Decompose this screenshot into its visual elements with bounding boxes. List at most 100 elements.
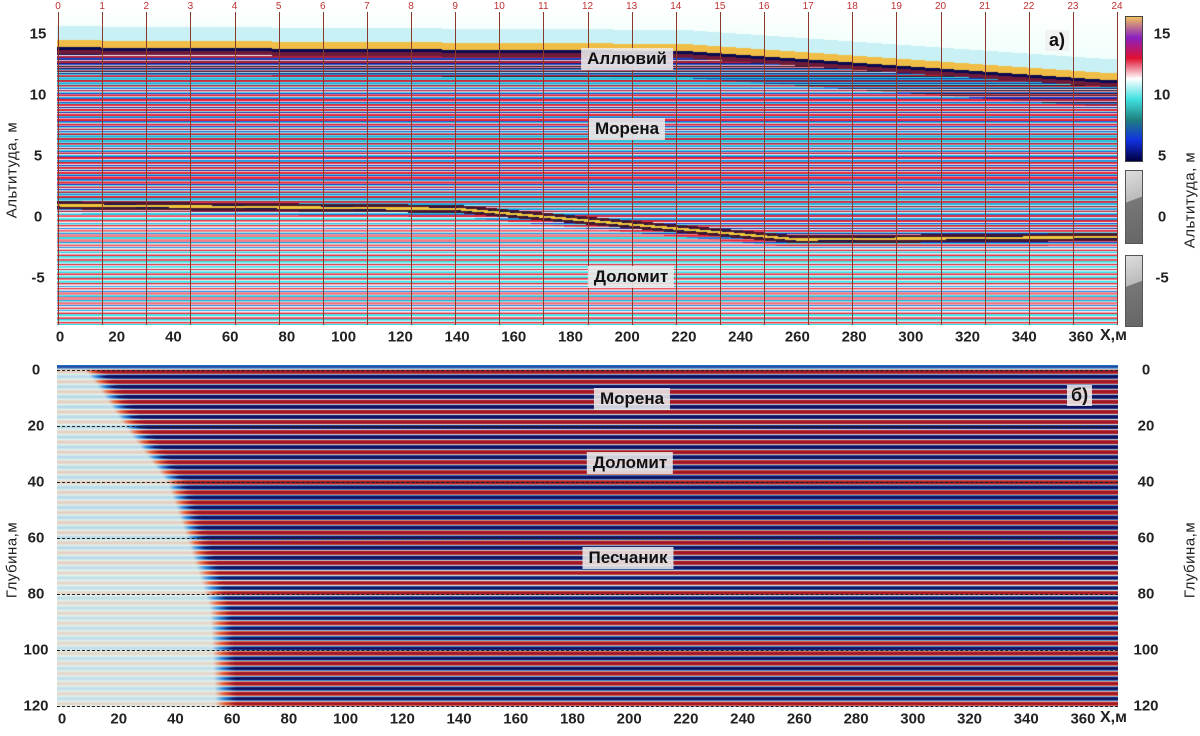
- marker-number: 19: [890, 1, 902, 12]
- marker-number: 0: [55, 1, 61, 12]
- x-tick-label-b: 80: [280, 710, 298, 728]
- marker-line: [190, 12, 192, 325]
- marker-line: [411, 12, 412, 325]
- x-tick-label-b: 280: [843, 710, 869, 728]
- marker-number: 11: [538, 1, 549, 12]
- marker-line: [719, 12, 721, 325]
- y-tick-label-b: 20: [27, 417, 45, 435]
- marker-number: 5: [275, 1, 282, 12]
- y-axis-label-a: Альтитуда, м: [3, 121, 21, 219]
- x-tick-label-a: 360: [1068, 328, 1094, 346]
- y-tick-label-a: 5: [33, 147, 43, 165]
- y-tick-label-right-b: 60: [1137, 529, 1155, 547]
- y-tick-label-b: 80: [27, 585, 45, 603]
- grid-line-b: [57, 482, 1118, 483]
- y-tick-label-right-b: 120: [1133, 697, 1159, 715]
- x-tick-label-a: 260: [784, 328, 810, 346]
- x-tick-label-b: 220: [673, 710, 699, 728]
- y-tick-label-right-b: 20: [1137, 417, 1155, 435]
- marker-number: 9: [452, 1, 458, 12]
- layer-label-dolomite-a: Доломит: [587, 266, 675, 288]
- radargram-b: [57, 365, 1118, 707]
- marker-line: [58, 12, 59, 325]
- marker-number: 14: [670, 1, 682, 12]
- x-tick-label-a: 40: [165, 328, 182, 346]
- x-tick-label-b: 60: [223, 710, 241, 728]
- grid-line-b: [57, 650, 1118, 651]
- colorbar: [1125, 16, 1143, 162]
- panel-tag-b: б): [1067, 385, 1093, 406]
- marker-line: [499, 12, 501, 325]
- y-tick-label-right-b: 100: [1133, 641, 1159, 659]
- grid-line-b: [57, 426, 1118, 427]
- x-tick-label-b: 340: [1013, 710, 1039, 728]
- marker-line: [631, 12, 633, 325]
- marker-line: [675, 12, 677, 325]
- grid-line-b: [57, 370, 1118, 371]
- x-tick-label-b: 100: [333, 710, 359, 728]
- y-tick-label-right-a: -5: [1155, 269, 1169, 287]
- marker-number: 20: [934, 1, 947, 12]
- x-tick-label-a: 80: [278, 328, 296, 346]
- marker-line: [1072, 12, 1074, 325]
- grid-line-b: [57, 538, 1118, 539]
- x-tick-label-a: 0: [55, 328, 65, 346]
- marker-number: 21: [979, 1, 991, 12]
- marker-line: [764, 12, 765, 325]
- x-tick-label-b: 360: [1070, 710, 1096, 728]
- marker-number: 1: [99, 1, 105, 12]
- marker-line: [543, 12, 545, 325]
- x-unit-b: X,м: [1100, 709, 1127, 726]
- x-tick-label-a: 280: [841, 328, 867, 346]
- marker-line: [896, 12, 898, 325]
- marker-line: [322, 12, 324, 325]
- marker-number: 24: [1111, 1, 1123, 12]
- layer-label-sandstone-b: Песчаник: [582, 547, 674, 569]
- marker-number: 23: [1067, 1, 1079, 12]
- marker-number: 17: [802, 1, 814, 12]
- x-tick-label-b: 260: [786, 710, 812, 728]
- marker-line: [984, 12, 986, 325]
- y-tick-label-a: 10: [29, 86, 47, 104]
- x-tick-label-a: 200: [614, 328, 640, 346]
- marker-number: 8: [408, 1, 414, 12]
- y-axis-label-b: Глубина,м: [3, 521, 21, 599]
- x-tick-label-b: 120: [389, 710, 415, 728]
- x-tick-label-a: 180: [557, 328, 583, 346]
- marker-line: [278, 12, 280, 325]
- layer-label-moraine-b: Морена: [593, 388, 671, 410]
- x-tick-label-a: 20: [108, 328, 126, 346]
- marker-number: 12: [581, 1, 594, 12]
- y-tick-label-right-a: 0: [1157, 208, 1167, 226]
- layer-label-alluvium: Аллювий: [581, 48, 673, 70]
- marker-line: [587, 12, 589, 325]
- x-tick-label-a: 140: [444, 328, 470, 346]
- y-axis-label-right-b: Глубина,м: [1181, 521, 1199, 599]
- marker-number: 6: [319, 1, 326, 12]
- x-tick-label-a: 60: [221, 328, 239, 346]
- y-tick-label-b: 120: [23, 697, 49, 715]
- x-tick-label-b: 200: [616, 710, 642, 728]
- y-tick-label-right-b: 0: [1141, 361, 1151, 379]
- x-tick-label-a: 300: [898, 328, 924, 346]
- marker-number: 10: [493, 1, 505, 12]
- grid-line-b: [57, 706, 1118, 707]
- marker-number: 2: [143, 1, 150, 12]
- x-tick-label-b: 140: [446, 710, 472, 728]
- marker-line: [366, 12, 368, 325]
- marker-number: 16: [758, 1, 770, 12]
- marker-line: [102, 12, 104, 325]
- marker-line: [1117, 12, 1118, 325]
- marker-number: 4: [231, 1, 238, 12]
- x-tick-label-a: 240: [728, 328, 754, 346]
- x-tick-label-a: 220: [671, 328, 697, 346]
- x-tick-label-a: 340: [1011, 328, 1037, 346]
- x-tick-label-b: 160: [503, 710, 529, 728]
- marker-line: [234, 12, 236, 325]
- x-unit-a: X,м: [1100, 327, 1127, 344]
- marker-number: 22: [1023, 1, 1035, 12]
- marker-number: 7: [364, 1, 370, 12]
- filter-control-box: [1125, 255, 1143, 327]
- y-tick-label-a: 15: [29, 25, 47, 43]
- marker-number: 13: [626, 1, 638, 12]
